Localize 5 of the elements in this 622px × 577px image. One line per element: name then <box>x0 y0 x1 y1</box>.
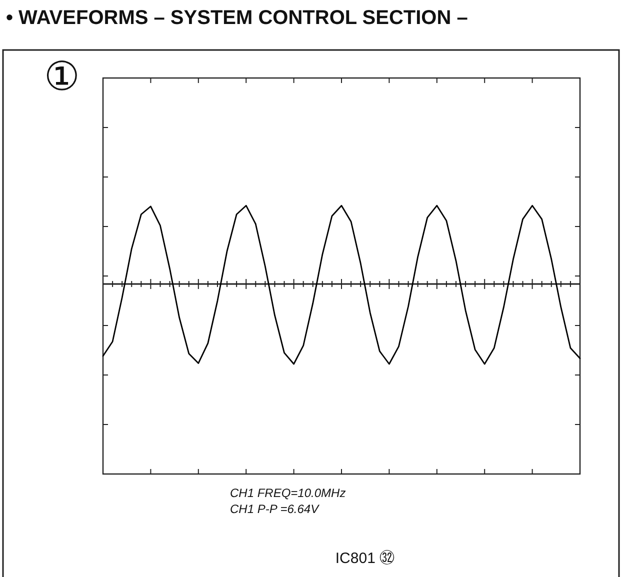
text: CH1 FREQ=10.0MHz <box>230 486 346 500</box>
text: ① <box>44 55 80 99</box>
chart-title: • WAVEFORMS – SYSTEM CONTROL SECTION – <box>6 7 468 29</box>
text: IC801 ㉜ <box>335 550 395 567</box>
text: CH1 P-P =6.64V <box>230 502 320 516</box>
